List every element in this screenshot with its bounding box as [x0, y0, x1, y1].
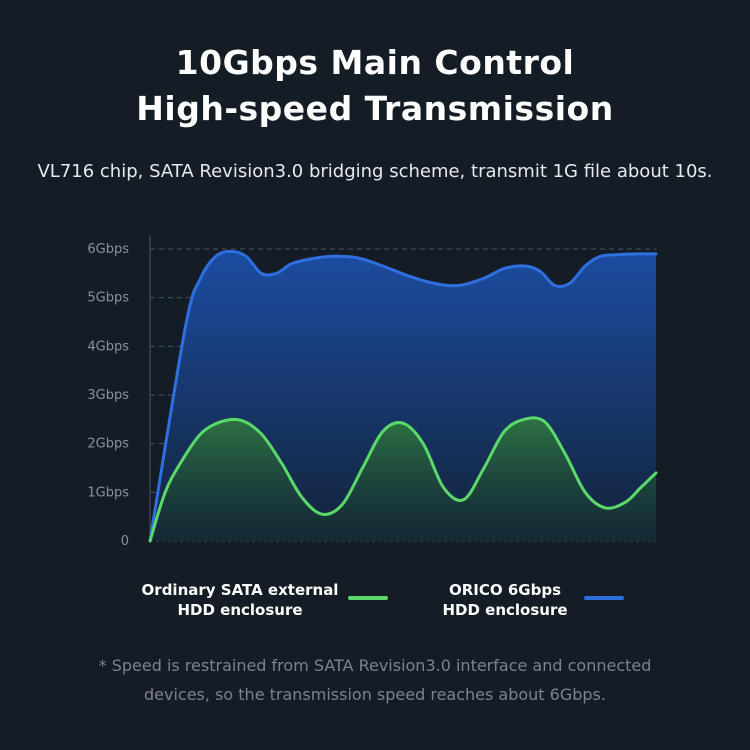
title-line-2: High-speed Transmission	[136, 89, 614, 128]
legend-label-sata-line1: Ordinary SATA external	[141, 581, 339, 599]
chart-lines	[148, 249, 658, 543]
y-tick-label: 2Gbps	[87, 437, 129, 452]
legend-label-orico-line2: HDD enclosure	[442, 601, 568, 619]
series-line-orico	[148, 249, 658, 543]
y-tick-label: 3Gbps	[87, 388, 129, 403]
y-tick-label: 6Gbps	[87, 242, 129, 257]
page-title: 10Gbps Main Control High-speed Transmiss…	[0, 40, 750, 132]
y-tick-label: 0	[121, 534, 129, 549]
title-line-1: 10Gbps Main Control	[175, 43, 575, 82]
footnote-line-1: * Speed is restrained from SATA Revision…	[98, 656, 652, 675]
legend-label-sata: Ordinary SATA external HDD enclosure	[135, 580, 345, 620]
footnote: * Speed is restrained from SATA Revision…	[0, 651, 750, 709]
page-subtitle: VL716 chip, SATA Revision3.0 bridging sc…	[37, 161, 713, 182]
legend-label-orico: ORICO 6Gbps HDD enclosure	[420, 580, 590, 620]
y-axis-ticks: 0 1Gbps 2Gbps 3Gbps 4Gbps 5Gbps 6Gbps	[87, 242, 129, 549]
footnote-line-2: devices, so the transmission speed reach…	[144, 685, 606, 704]
legend-swatch-orico	[584, 596, 624, 600]
legend-label-orico-line1: ORICO 6Gbps	[448, 581, 562, 599]
legend-swatch-sata	[348, 596, 388, 600]
legend-label-sata-line2: HDD enclosure	[177, 601, 303, 619]
series-area-sata	[150, 417, 656, 541]
y-tick-label: 4Gbps	[87, 339, 129, 354]
series-line-sata	[148, 416, 658, 543]
y-tick-label: 1Gbps	[87, 485, 129, 500]
chart-areas	[150, 251, 656, 541]
y-tick-label: 5Gbps	[87, 291, 129, 306]
